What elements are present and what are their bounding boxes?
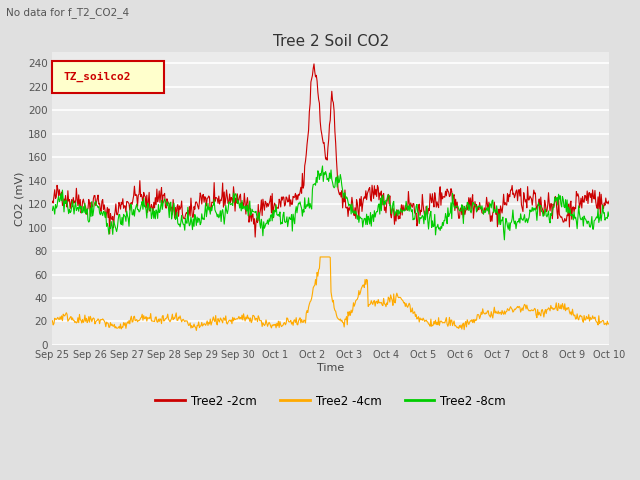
Title: Tree 2 Soil CO2: Tree 2 Soil CO2: [273, 34, 388, 49]
Text: No data for f_T2_CO2_4: No data for f_T2_CO2_4: [6, 7, 129, 18]
Text: TZ_soilco2: TZ_soilco2: [63, 72, 131, 82]
Legend: Tree2 -2cm, Tree2 -4cm, Tree2 -8cm: Tree2 -2cm, Tree2 -4cm, Tree2 -8cm: [150, 390, 511, 412]
FancyBboxPatch shape: [52, 60, 164, 93]
Y-axis label: CO2 (mV): CO2 (mV): [15, 171, 25, 226]
X-axis label: Time: Time: [317, 362, 344, 372]
